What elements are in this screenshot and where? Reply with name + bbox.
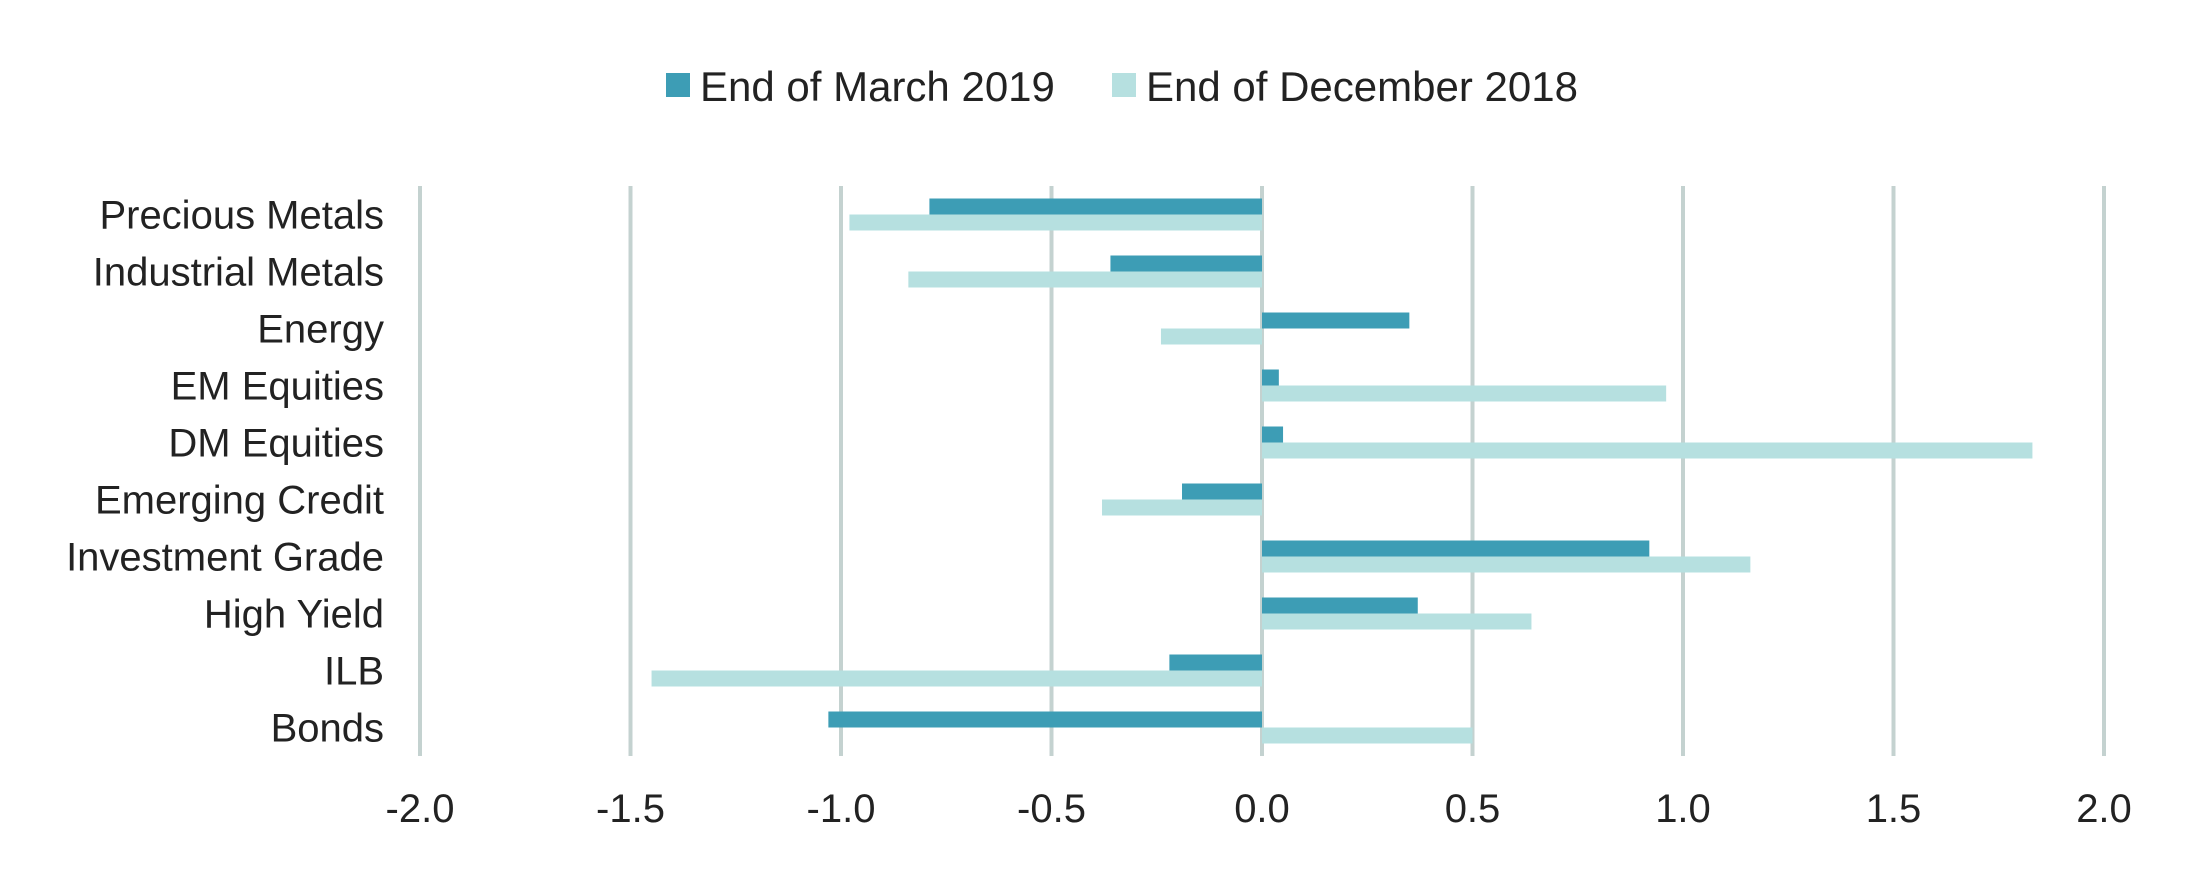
bar-investment-grade-december-2018 (1262, 556, 1751, 573)
category-label-high-yield: High Yield (204, 593, 384, 637)
legend: End of March 2019 End of December 2018 (666, 63, 1578, 110)
bar-ilb-december-2018 (651, 670, 1262, 687)
bar-dm-equities-december-2018 (1262, 442, 2033, 459)
bar-bonds-december-2018 (1262, 727, 1473, 744)
category-label-investment-grade: Investment Grade (66, 536, 384, 580)
category-label-bonds: Bonds (271, 707, 384, 751)
bar-precious-metals-march-2019 (929, 198, 1262, 215)
category-label-em-equities: EM Equities (171, 365, 384, 409)
bar-em-equities-december-2018 (1262, 385, 1667, 402)
category-label-dm-equities: DM Equities (168, 422, 384, 466)
bars (651, 198, 2033, 744)
bar-energy-march-2019 (1262, 312, 1410, 329)
x-tick-label-4: 0.0 (1234, 787, 1290, 831)
category-label-industrial-metals: Industrial Metals (93, 251, 384, 295)
bar-dm-equities-march-2019 (1262, 426, 1284, 443)
bar-emerging-credit-march-2019 (1182, 483, 1262, 500)
bar-em-equities-march-2019 (1262, 369, 1279, 386)
bar-industrial-metals-december-2018 (908, 271, 1262, 288)
category-labels: Precious Metals Industrial Metals Energy EM… (66, 194, 384, 751)
x-tick-labels: -2.0 -1.5 -1.0 -0.5 0.0 0.5 1.0 1.5 2.0 (386, 787, 2132, 831)
category-label-precious-metals: Precious Metals (99, 194, 384, 238)
bar-precious-metals-december-2018 (849, 214, 1262, 231)
bar-industrial-metals-march-2019 (1110, 255, 1262, 272)
x-tick-label-8: 2.0 (2076, 787, 2132, 831)
legend-label-december-2018: End of December 2018 (1146, 63, 1578, 110)
x-tick-label-6: 1.0 (1655, 787, 1711, 831)
bar-ilb-march-2019 (1169, 654, 1262, 671)
category-label-energy: Energy (257, 308, 384, 352)
x-tick-label-1: -1.5 (596, 787, 665, 831)
bar-emerging-credit-december-2018 (1102, 499, 1262, 516)
legend-swatch-march-2019 (666, 73, 690, 97)
legend-label-march-2019: End of March 2019 (700, 63, 1055, 110)
x-tick-label-2: -1.0 (807, 787, 876, 831)
bar-investment-grade-march-2019 (1262, 540, 1650, 557)
bar-high-yield-march-2019 (1262, 597, 1418, 614)
bar-bonds-march-2019 (828, 711, 1262, 728)
category-label-emerging-credit: Emerging Credit (95, 479, 384, 523)
category-label-ilb: ILB (324, 650, 384, 694)
x-tick-label-5: 0.5 (1445, 787, 1501, 831)
legend-swatch-december-2018 (1112, 73, 1136, 97)
bar-energy-december-2018 (1160, 328, 1262, 345)
x-tick-label-7: 1.5 (1866, 787, 1922, 831)
bar-high-yield-december-2018 (1262, 613, 1532, 630)
x-tick-label-3: -0.5 (1017, 787, 1086, 831)
x-tick-label-0: -2.0 (386, 787, 455, 831)
